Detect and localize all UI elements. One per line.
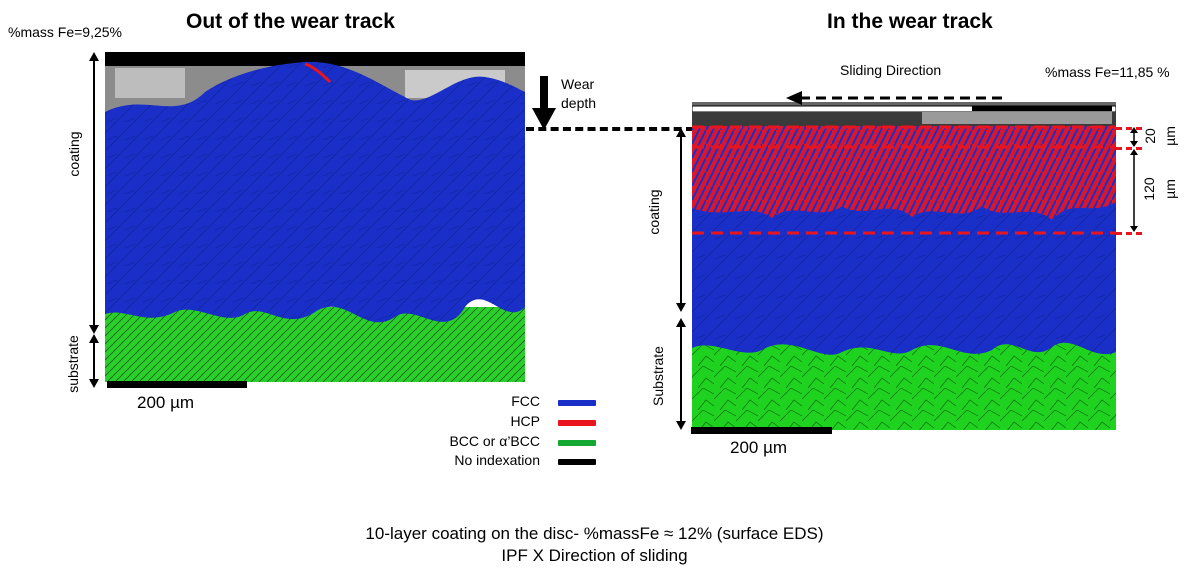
legend-label-no-indexation: No indexation [454, 452, 540, 468]
caption-line-2: IPF X Direction of sliding [501, 546, 688, 565]
dimension-arrows [1130, 127, 1138, 232]
left-coating-label: coating [66, 131, 82, 177]
legend-label-bcc: BCC or α’BCC [449, 433, 540, 449]
left-scale-label: 200 µm [137, 393, 195, 412]
legend-item-no-indexation: No indexation [400, 452, 600, 470]
caption-line-1: 10-layer coating on the disc- %massFe ≈ … [365, 524, 824, 543]
sliding-direction-label: Sliding Direction [840, 62, 942, 78]
wear-depth-arrow [532, 76, 556, 130]
left-substrate-label: substrate [65, 335, 81, 393]
left-fe-label: %mass Fe=9,25% [8, 24, 122, 40]
sliding-direction-arrow [786, 91, 1008, 105]
dim-bottom-value: 120 [1141, 177, 1157, 201]
right-fe-label: %mass Fe=11,85 % [1045, 64, 1170, 80]
left-scale-bar [107, 381, 247, 388]
right-coating-label: coating [646, 189, 662, 235]
dim-red-extension-2 [1116, 147, 1142, 150]
legend-label-hcp: HCP [510, 413, 540, 429]
legend-item-fcc: FCC [400, 393, 600, 411]
legend-item-bcc: BCC or α’BCC [400, 433, 600, 451]
legend-swatch-no-indexation [558, 459, 596, 465]
dim-red-extension-3 [1116, 232, 1142, 235]
left-thickness-arrows [89, 52, 99, 388]
dim-red-extension [1116, 127, 1142, 130]
right-scale-label: 200 µm [730, 438, 788, 457]
left-panel-title: Out of the wear track [186, 10, 395, 33]
wear-depth-label-2: depth [561, 95, 597, 111]
right-substrate-label: Substrate [650, 346, 666, 406]
wear-depth-label-1: Wear [561, 76, 595, 92]
dim-top-unit: µm [1162, 126, 1178, 146]
right-panel-title: In the wear track [827, 10, 993, 33]
dim-bottom-unit: µm [1162, 179, 1178, 199]
wear-depth-dashed-line [526, 127, 694, 131]
right-micrograph-image [692, 102, 1116, 430]
left-micrograph [105, 52, 525, 382]
legend-swatch-fcc [558, 400, 596, 406]
right-scale-bar [691, 427, 832, 434]
right-thickness-arrows [676, 128, 686, 430]
dim-top-value: 20 [1142, 128, 1158, 144]
legend-swatch-bcc [558, 440, 596, 446]
legend-swatch-hcp [558, 420, 596, 426]
legend-label-fcc: FCC [511, 393, 540, 409]
right-micrograph [692, 102, 1116, 430]
legend-item-hcp: HCP [400, 413, 600, 431]
left-micrograph-image [105, 52, 525, 382]
